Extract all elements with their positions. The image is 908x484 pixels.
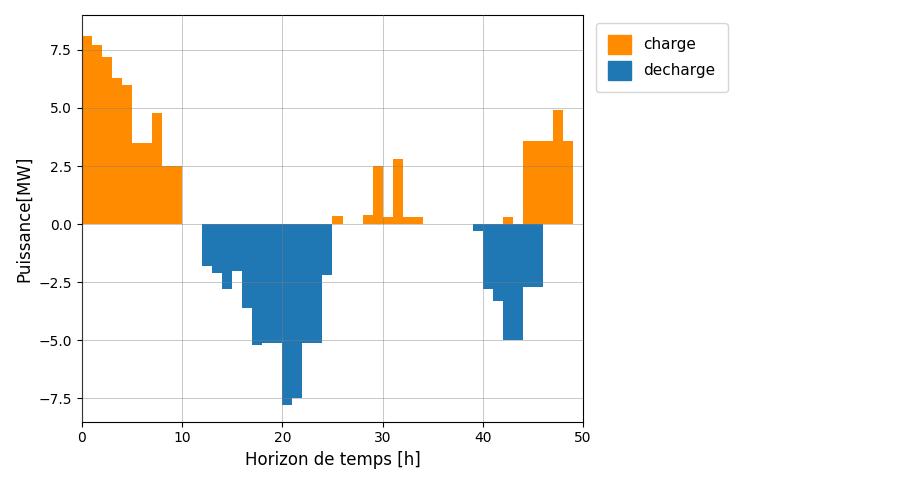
Bar bbox=[232, 224, 242, 271]
Bar bbox=[503, 217, 513, 224]
Bar bbox=[262, 224, 272, 343]
Bar bbox=[152, 113, 162, 224]
Bar bbox=[473, 224, 483, 231]
Bar bbox=[162, 166, 172, 224]
Legend: charge, decharge: charge, decharge bbox=[596, 23, 727, 92]
Bar bbox=[553, 110, 563, 224]
X-axis label: Horizon de temps [h]: Horizon de temps [h] bbox=[244, 451, 420, 469]
Bar bbox=[292, 224, 302, 398]
Bar bbox=[523, 140, 533, 224]
Bar bbox=[142, 143, 152, 224]
Bar bbox=[523, 224, 533, 287]
Y-axis label: Puissance[MW]: Puissance[MW] bbox=[15, 155, 33, 282]
Bar bbox=[242, 224, 252, 308]
Bar bbox=[122, 85, 132, 224]
Bar bbox=[112, 78, 122, 224]
Bar bbox=[322, 224, 332, 275]
Bar bbox=[493, 224, 503, 301]
Bar bbox=[92, 45, 102, 224]
Bar bbox=[302, 224, 312, 343]
Bar bbox=[172, 166, 183, 224]
Bar bbox=[282, 224, 292, 406]
Bar bbox=[392, 159, 402, 224]
Bar bbox=[362, 215, 372, 224]
Bar bbox=[372, 166, 382, 224]
Bar bbox=[533, 224, 543, 287]
Bar bbox=[272, 224, 282, 343]
Bar bbox=[332, 216, 342, 224]
Bar bbox=[382, 217, 392, 224]
Bar bbox=[513, 224, 523, 340]
Bar bbox=[483, 224, 493, 289]
Bar bbox=[402, 217, 413, 224]
Bar bbox=[102, 57, 112, 224]
Bar bbox=[503, 224, 513, 340]
Bar bbox=[222, 224, 232, 289]
Bar bbox=[533, 140, 543, 224]
Bar bbox=[82, 36, 92, 224]
Bar bbox=[132, 143, 142, 224]
Bar bbox=[413, 217, 423, 224]
Bar bbox=[202, 224, 212, 266]
Bar bbox=[312, 224, 322, 343]
Bar bbox=[563, 140, 573, 224]
Bar bbox=[543, 140, 553, 224]
Bar bbox=[212, 224, 222, 273]
Bar bbox=[252, 224, 262, 345]
